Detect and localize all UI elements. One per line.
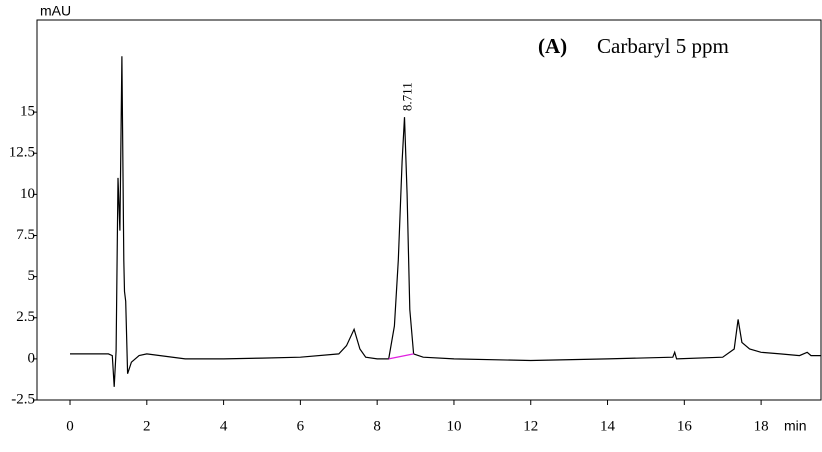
- y-tick-label: 2.5: [16, 309, 35, 325]
- y-tick-label: 12.5: [9, 145, 35, 161]
- x-tick-label: 12: [523, 418, 538, 434]
- y-tick-label: -2.5: [11, 391, 35, 407]
- x-tick-label: 2: [143, 418, 151, 434]
- x-axis-label: min: [784, 418, 807, 434]
- y-tick-label: 7.5: [16, 227, 35, 243]
- x-tick-label: 0: [66, 418, 74, 434]
- x-tick-label: 18: [754, 418, 769, 434]
- y-tick-label: 10: [20, 186, 35, 202]
- x-tick-label: 14: [600, 418, 616, 434]
- x-tick-label: 6: [297, 418, 305, 434]
- trace: [70, 56, 821, 387]
- x-tick-label: 4: [220, 418, 228, 434]
- y-tick-label: 5: [28, 268, 36, 284]
- y-axis-label: mAU: [40, 3, 71, 19]
- plot-frame: [36, 19, 822, 401]
- x-tick-label: 16: [677, 418, 693, 434]
- integration-baseline: [388, 353, 414, 360]
- y-tick-label: 15: [20, 104, 35, 120]
- annotation: Carbaryl 5 ppm: [597, 34, 729, 58]
- y-tick-label: 0: [28, 350, 36, 366]
- panel-label: (A): [538, 34, 567, 58]
- peak-label: 8.711: [399, 82, 414, 111]
- x-tick-label: 10: [446, 418, 461, 434]
- x-tick-label: 8: [373, 418, 381, 434]
